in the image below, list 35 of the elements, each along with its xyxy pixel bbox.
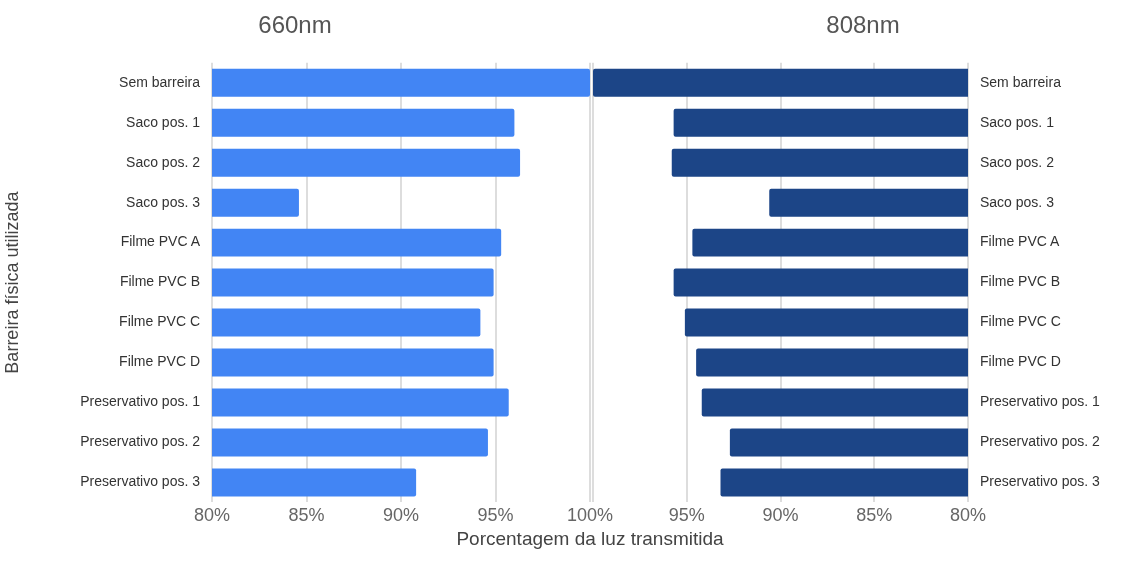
x-tick-label: 90% (382, 505, 420, 526)
y-tick-label: Preservativo pos. 3 (80, 473, 201, 490)
y-tick-label: Filme PVC B (119, 273, 200, 290)
x-axis-title: Porcentagem da luz transmitida (456, 528, 724, 550)
x-tick-label: 85% (288, 505, 325, 526)
x-tick-label: 95% (668, 505, 705, 526)
x-tick-label: 95% (477, 505, 514, 526)
y-tick-label: Preservativo pos. 2 (980, 433, 1101, 450)
x-tick-label: 80% (193, 505, 231, 526)
y-tick-label: Filme PVC C (980, 313, 1061, 330)
y-tick-label: Saco pos. 1 (980, 113, 1055, 130)
y-tick-label: Sem barreira (980, 73, 1062, 90)
y-tick-label: Filme PVC C (119, 313, 200, 330)
x-tick-label: 85% (856, 505, 893, 526)
y-tick-label: Filme PVC A (980, 233, 1061, 250)
x-tick-label: 80% (949, 505, 987, 526)
y-tick-label: Filme PVC D (980, 353, 1061, 370)
y-tick-label: Filme PVC D (119, 353, 200, 370)
y-tick-label: Preservativo pos. 1 (980, 393, 1101, 410)
y-tick-label: Saco pos. 1 (126, 113, 201, 130)
x-tick-label: 100% (566, 505, 614, 526)
y-tick-label: Filme PVC B (980, 273, 1061, 290)
chart-title: 808nm (826, 11, 900, 39)
y-tick-label: Filme PVC A (120, 233, 201, 250)
y-tick-label: Preservativo pos. 2 (80, 433, 201, 450)
y-tick-label: Saco pos. 3 (980, 193, 1055, 210)
x-tick-label: 90% (762, 505, 799, 526)
y-tick-label: Saco pos. 2 (126, 153, 201, 170)
y-tick-label: Preservativo pos. 1 (80, 393, 201, 410)
y-tick-label: Preservativo pos. 3 (980, 473, 1101, 490)
y-tick-label: Sem barreira (119, 73, 201, 90)
y-axis-title: Barreira física utilizada (1, 190, 22, 374)
chart-title: 660nm (258, 11, 332, 39)
y-tick-label: Saco pos. 2 (980, 153, 1055, 170)
y-tick-label: Saco pos. 3 (126, 193, 201, 210)
